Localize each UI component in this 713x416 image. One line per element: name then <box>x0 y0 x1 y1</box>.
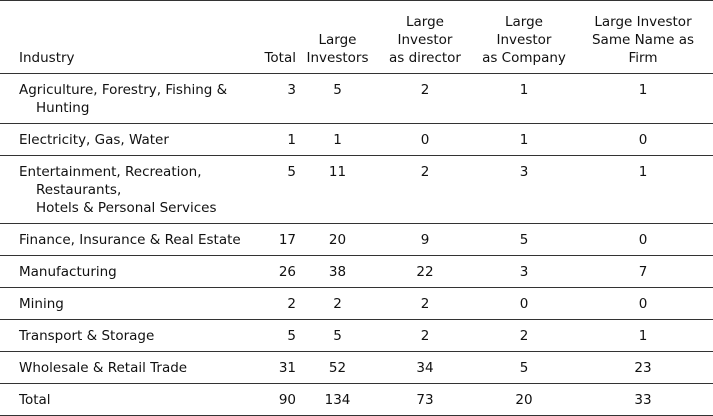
industry-label-line: Entertainment, Recreation, <box>19 164 202 180</box>
cell-investor-as-director: 22 <box>375 255 475 288</box>
cell-total: 5 <box>254 319 300 352</box>
cell-investor-as-company: 0 <box>475 287 573 320</box>
cell-same-name-as-firm: 1 <box>573 73 713 124</box>
cell-large-investors: 52 <box>300 351 375 384</box>
header-industry: Industry <box>0 0 254 74</box>
cell-investor-as-director: 73 <box>375 383 475 416</box>
cell-total: 26 <box>254 255 300 288</box>
cell-industry: Agriculture, Forestry, Fishing & Hunting <box>0 73 254 124</box>
cell-total: 5 <box>254 155 300 224</box>
cell-total: 17 <box>254 223 300 256</box>
cell-industry: Transport & Storage <box>0 319 254 352</box>
header-line: as director <box>388 50 461 66</box>
table-row: Agriculture, Forestry, Fishing & Hunting 3… <box>0 73 713 124</box>
cell-industry: Wholesale & Retail Trade <box>0 351 254 384</box>
header-line: Large <box>318 32 357 48</box>
cell-investor-as-director: 34 <box>375 351 475 384</box>
cell-total: 3 <box>254 73 300 124</box>
cell-large-investors: 5 <box>300 319 375 352</box>
cell-investor-as-company: 3 <box>475 155 573 224</box>
industry-label-line: Restaurants, <box>36 182 122 198</box>
cell-investor-as-director: 0 <box>375 123 475 156</box>
cell-investor-as-company: 3 <box>475 255 573 288</box>
cell-investor-as-director: 2 <box>375 287 475 320</box>
header-line: as Company <box>482 50 566 66</box>
table-row: Finance, Insurance & Real Estate 17 20 9 5 0 <box>0 223 713 256</box>
table-row: Total 90 134 73 20 33 <box>0 383 713 416</box>
cell-total: 1 <box>254 123 300 156</box>
industry-label-line: Hunting <box>36 100 90 116</box>
cell-investor-as-company: 1 <box>475 73 573 124</box>
cell-same-name-as-firm: 7 <box>573 255 713 288</box>
header-row: Industry Total Large Investors Large Inves… <box>0 0 713 74</box>
industry-label-line: Agriculture, Forestry, Fishing & <box>19 82 228 98</box>
table-row: Electricity, Gas, Water 1 1 0 1 0 <box>0 123 713 156</box>
header-large-investors: Large Investors <box>300 0 375 74</box>
industry-label-line: Hotels & Personal Services <box>36 200 217 216</box>
industry-label-line: Mining <box>19 296 64 312</box>
cell-industry: Entertainment, Recreation, Restaurants, Ho… <box>0 155 254 224</box>
cell-investor-as-company: 5 <box>475 223 573 256</box>
industry-label-line: Manufacturing <box>19 264 117 280</box>
header-investor-as-company: Large Investor as Company <box>475 0 573 74</box>
cell-large-investors: 38 <box>300 255 375 288</box>
table-row: Wholesale & Retail Trade 31 52 34 5 23 <box>0 351 713 384</box>
cell-large-investors: 1 <box>300 123 375 156</box>
cell-same-name-as-firm: 33 <box>573 383 713 416</box>
industry-label-line: Transport & Storage <box>19 328 155 344</box>
table-row: Entertainment, Recreation, Restaurants, Ho… <box>0 155 713 224</box>
cell-industry: Manufacturing <box>0 255 254 288</box>
cell-total: 90 <box>254 383 300 416</box>
header-total: Total <box>254 0 300 74</box>
header-line: Investor <box>496 32 552 48</box>
cell-industry: Total <box>0 383 254 416</box>
cell-industry: Mining <box>0 287 254 320</box>
table-row: Mining 2 2 2 0 0 <box>0 287 713 320</box>
cell-same-name-as-firm: 0 <box>573 287 713 320</box>
cell-same-name-as-firm: 0 <box>573 223 713 256</box>
cell-investor-as-director: 9 <box>375 223 475 256</box>
cell-total: 2 <box>254 287 300 320</box>
cell-investor-as-company: 20 <box>475 383 573 416</box>
header-same-name-as-firm: Large Investor Same Name as Firm <box>573 0 713 74</box>
header-line: Investor <box>397 32 453 48</box>
industry-label-line: Wholesale & Retail Trade <box>19 360 188 376</box>
cell-large-investors: 134 <box>300 383 375 416</box>
header-line: Total <box>264 50 296 66</box>
cell-industry: Electricity, Gas, Water <box>0 123 254 156</box>
industry-label-line: Total <box>19 392 51 408</box>
cell-investor-as-company: 2 <box>475 319 573 352</box>
header-line: Large Investor <box>594 14 692 30</box>
table-row: Transport & Storage 5 5 2 2 1 <box>0 319 713 352</box>
cell-industry: Finance, Insurance & Real Estate <box>0 223 254 256</box>
table-row: Manufacturing 26 38 22 3 7 <box>0 255 713 288</box>
cell-investor-as-director: 2 <box>375 73 475 124</box>
industry-label-line: Finance, Insurance & Real Estate <box>19 232 241 248</box>
cell-total: 31 <box>254 351 300 384</box>
table-body: Agriculture, Forestry, Fishing & Hunting 3… <box>0 73 713 416</box>
header-line: Firm <box>628 50 658 66</box>
cell-same-name-as-firm: 1 <box>573 155 713 224</box>
cell-same-name-as-firm: 1 <box>573 319 713 352</box>
cell-same-name-as-firm: 0 <box>573 123 713 156</box>
cell-investor-as-director: 2 <box>375 155 475 224</box>
header-line: Same Name as <box>591 32 694 48</box>
cell-investor-as-company: 5 <box>475 351 573 384</box>
cell-investor-as-director: 2 <box>375 319 475 352</box>
cell-investor-as-company: 1 <box>475 123 573 156</box>
industry-label-line: Electricity, Gas, Water <box>19 132 169 148</box>
header-investor-as-director: Large Investor as director <box>375 0 475 74</box>
cell-large-investors: 5 <box>300 73 375 124</box>
header-line: Large <box>505 14 543 30</box>
cell-same-name-as-firm: 23 <box>573 351 713 384</box>
header-line: Large <box>406 14 444 30</box>
table-header: Industry Total Large Investors Large Inves… <box>0 0 713 74</box>
cell-large-investors: 11 <box>300 155 375 224</box>
header-line: Industry <box>19 50 75 66</box>
cell-large-investors: 20 <box>300 223 375 256</box>
header-line: Investors <box>306 50 369 66</box>
cell-large-investors: 2 <box>300 287 375 320</box>
